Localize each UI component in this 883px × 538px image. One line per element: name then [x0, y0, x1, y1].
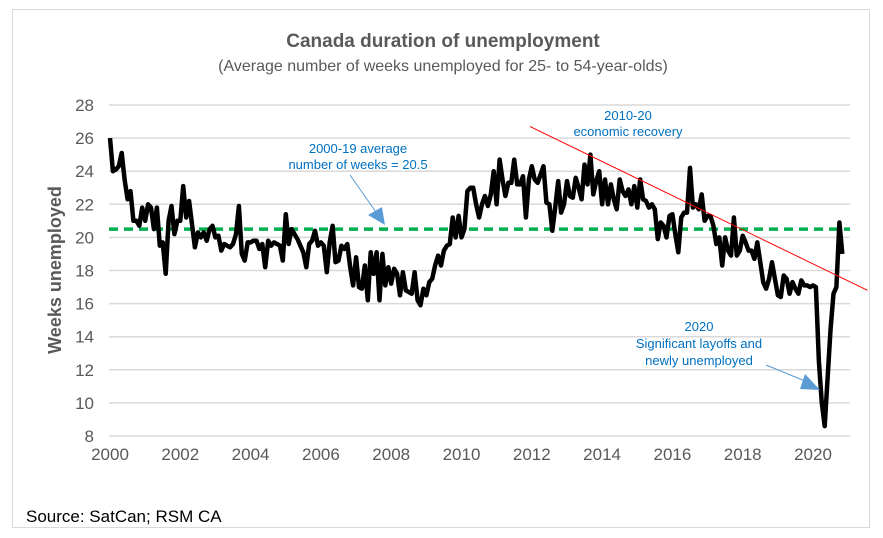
- x-tick-label: 2006: [302, 445, 340, 464]
- annotation-recovery-line2: economic recovery: [573, 124, 683, 139]
- y-tick-label: 14: [75, 328, 94, 347]
- x-tick-label: 2000: [91, 445, 129, 464]
- annotation-average-line1: 2000-19 average: [309, 141, 407, 156]
- chart-title: Canada duration of unemployment: [286, 31, 600, 52]
- x-tick-label: 2010: [443, 445, 481, 464]
- annotation-2020-line1: 2020: [685, 319, 714, 334]
- arrow-head-icon: [800, 374, 820, 390]
- source-note: Source: SatCan; RSM CA: [26, 507, 222, 526]
- x-tick-label: 2020: [794, 445, 832, 464]
- y-tick-label: 18: [75, 262, 94, 281]
- trend-line: [529, 126, 868, 291]
- x-tick-label: 2012: [513, 445, 551, 464]
- y-tick-label: 16: [75, 295, 94, 314]
- annotation-recovery: 2010-20 economic recovery: [573, 108, 683, 139]
- y-tick-label: 10: [75, 394, 94, 413]
- annotation-average: 2000-19 average number of weeks = 20.5: [288, 141, 428, 225]
- x-tick-label: 2002: [161, 445, 199, 464]
- arrow-head-icon: [368, 207, 385, 225]
- annotation-recovery-line1: 2010-20: [604, 108, 652, 123]
- y-tick-label: 24: [75, 162, 94, 181]
- annotation-2020-line3: newly unemployed: [645, 353, 753, 368]
- x-tick-label: 2004: [232, 445, 270, 464]
- y-tick-label: 26: [75, 129, 94, 148]
- y-tick-label: 28: [75, 96, 94, 115]
- x-tick-label: 2018: [724, 445, 762, 464]
- x-tick-label: 2016: [653, 445, 691, 464]
- annotation-2020: 2020 Significant layoffs and newly unemp…: [636, 319, 820, 390]
- annotation-2020-line2: Significant layoffs and: [636, 336, 762, 351]
- chart-frame: [12, 9, 870, 528]
- y-tick-label: 22: [75, 195, 94, 214]
- y-tick-label: 20: [75, 228, 94, 247]
- x-tick-label: 2008: [372, 445, 410, 464]
- arrow-line: [765, 364, 806, 382]
- series-line: [107, 137, 845, 429]
- y-tick-label: 8: [85, 427, 94, 446]
- arrow-line: [349, 174, 379, 216]
- x-tick-label: 2014: [583, 445, 621, 464]
- y-axis-label: Weeks unemployed: [45, 186, 65, 354]
- annotation-average-line2: number of weeks = 20.5: [288, 157, 427, 172]
- y-tick-label: 12: [75, 361, 94, 380]
- chart-subtitle: (Average number of weeks unemployed for …: [218, 58, 668, 75]
